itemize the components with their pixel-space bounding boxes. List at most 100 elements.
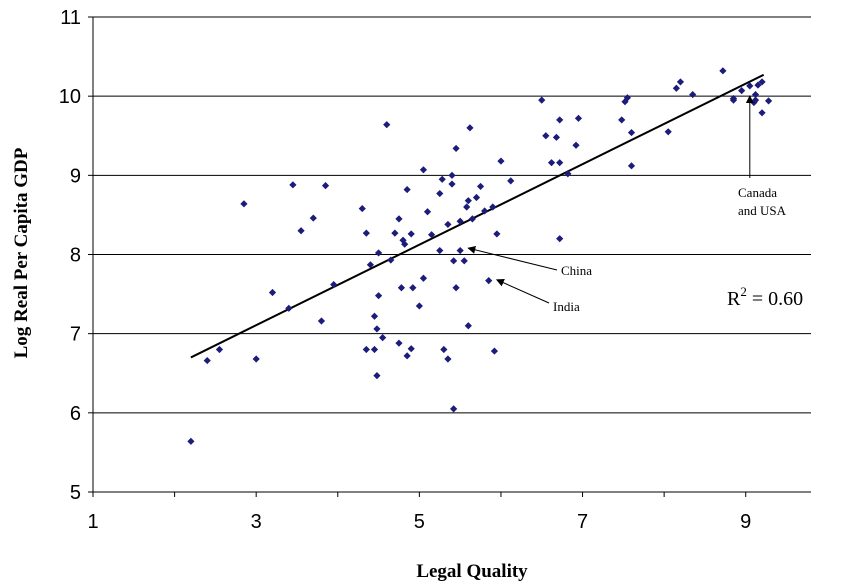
data-point bbox=[203, 356, 211, 365]
data-point bbox=[362, 229, 370, 237]
data-point bbox=[460, 257, 468, 265]
data-point bbox=[395, 215, 403, 223]
data-point bbox=[391, 229, 399, 237]
r-squared-value: = 0.60 bbox=[747, 288, 803, 310]
data-point bbox=[252, 355, 260, 363]
x-tick-label: 1 bbox=[87, 511, 98, 533]
annotation-label-china: China bbox=[561, 263, 592, 278]
data-point bbox=[464, 197, 472, 205]
y-tick-label: 10 bbox=[59, 86, 81, 108]
data-point bbox=[285, 304, 293, 312]
data-point bbox=[423, 208, 432, 216]
y-tick-label: 8 bbox=[70, 245, 81, 267]
annotation-label-canada-usa: Canada and USA bbox=[738, 185, 787, 218]
data-point bbox=[542, 132, 550, 140]
data-point bbox=[419, 274, 428, 282]
data-point bbox=[493, 230, 501, 238]
data-point bbox=[564, 170, 572, 178]
data-point bbox=[187, 437, 195, 445]
data-point bbox=[572, 141, 580, 149]
data-point bbox=[621, 98, 629, 106]
data-point bbox=[438, 175, 446, 183]
data-point bbox=[450, 405, 458, 413]
data-point bbox=[507, 177, 515, 185]
data-point bbox=[468, 215, 476, 223]
data-point bbox=[463, 203, 471, 211]
annotation-arrow bbox=[467, 245, 558, 271]
data-point bbox=[738, 87, 746, 95]
annotation-label-india: India bbox=[553, 299, 580, 314]
data-point bbox=[409, 284, 417, 292]
data-point bbox=[407, 345, 415, 353]
data-point bbox=[664, 128, 672, 136]
gridlines bbox=[93, 16, 811, 414]
data-point bbox=[547, 159, 556, 167]
data-point bbox=[456, 246, 464, 255]
data-point bbox=[485, 277, 493, 285]
annotations: China India Canada and USA bbox=[467, 95, 787, 314]
data-point bbox=[472, 193, 481, 202]
data-point bbox=[401, 240, 409, 248]
data-point bbox=[623, 94, 632, 102]
data-point bbox=[456, 217, 464, 225]
data-point bbox=[751, 96, 760, 104]
data-point bbox=[452, 284, 460, 292]
trendline-layer bbox=[190, 73, 765, 359]
data-point bbox=[556, 235, 564, 243]
x-tick-label: 7 bbox=[577, 511, 588, 533]
data-point bbox=[490, 347, 499, 355]
data-point bbox=[476, 182, 485, 191]
data-point bbox=[370, 312, 379, 320]
data-point bbox=[481, 207, 489, 215]
data-point bbox=[450, 257, 458, 265]
data-point bbox=[240, 200, 248, 208]
data-point bbox=[436, 246, 444, 255]
data-point bbox=[464, 322, 472, 330]
data-point bbox=[397, 284, 406, 292]
data-point bbox=[466, 124, 474, 132]
annotation-line: Canada bbox=[738, 185, 777, 200]
data-point bbox=[403, 185, 411, 194]
data-point bbox=[399, 236, 407, 244]
r-squared-base: R bbox=[727, 288, 741, 310]
data-point bbox=[370, 345, 379, 354]
y-tick-label: 6 bbox=[70, 403, 81, 425]
x-axis-title: Legal Quality bbox=[416, 561, 528, 582]
data-point bbox=[750, 98, 758, 107]
x-tick-label: 5 bbox=[414, 511, 425, 533]
data-point bbox=[719, 67, 727, 75]
data-point bbox=[497, 157, 505, 165]
data-point bbox=[358, 204, 366, 213]
data-point bbox=[373, 372, 381, 380]
axes bbox=[88, 16, 811, 497]
data-point bbox=[729, 94, 738, 103]
data-point bbox=[676, 78, 685, 86]
data-point bbox=[330, 280, 338, 289]
data-point bbox=[618, 116, 626, 124]
data-point bbox=[436, 189, 444, 198]
data-point bbox=[746, 82, 754, 90]
data-point bbox=[395, 339, 403, 347]
annotation-line: and USA bbox=[738, 203, 787, 218]
data-point bbox=[556, 159, 564, 167]
data-point bbox=[452, 144, 460, 153]
data-point bbox=[362, 345, 370, 354]
data-point bbox=[444, 355, 452, 363]
data-point bbox=[321, 182, 330, 190]
annotation-arrow bbox=[495, 279, 550, 304]
data-point bbox=[444, 220, 452, 229]
data-point bbox=[689, 90, 697, 99]
data-point bbox=[552, 133, 561, 141]
x-tick-label: 3 bbox=[251, 511, 262, 533]
y-axis-title: Log Real Per Capita GDP bbox=[11, 147, 32, 358]
data-point bbox=[317, 317, 326, 325]
data-point bbox=[556, 116, 564, 124]
y-tick-label: 11 bbox=[60, 7, 81, 29]
data-point bbox=[764, 97, 773, 105]
data-point bbox=[379, 334, 387, 342]
y-tick-label: 7 bbox=[70, 324, 81, 346]
data-point bbox=[428, 231, 436, 239]
x-tick-label: 9 bbox=[740, 511, 751, 533]
data-point bbox=[374, 292, 383, 300]
data-point bbox=[403, 352, 411, 360]
